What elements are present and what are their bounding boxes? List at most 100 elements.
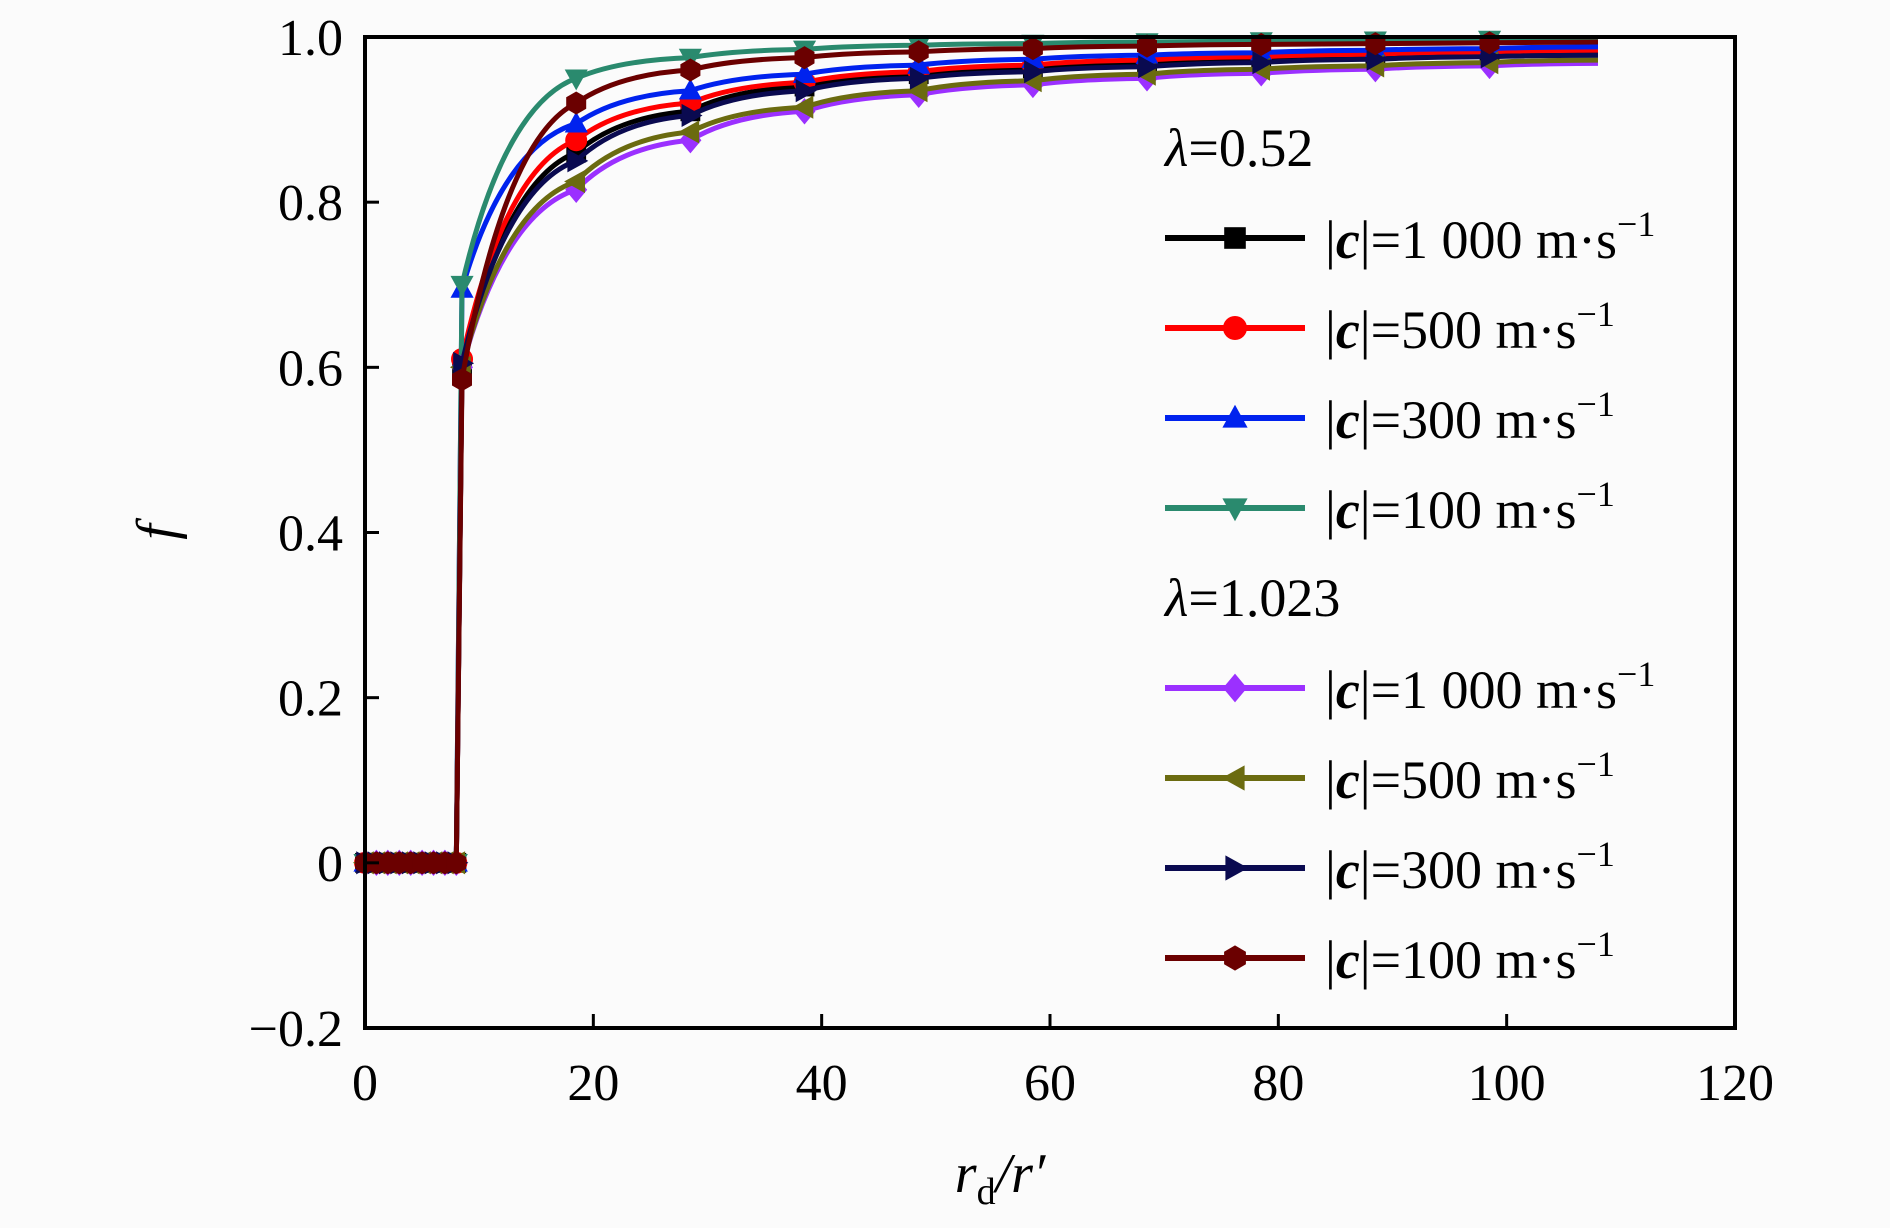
data-point — [909, 66, 931, 90]
y-tick-label: 0.8 — [278, 175, 343, 232]
data-point — [792, 95, 814, 119]
legend-entry: |c|=100 m·s−1 — [1165, 924, 1615, 990]
y-tick-label: 0.4 — [278, 506, 343, 563]
x-tick-label: 120 — [1696, 1055, 1774, 1112]
legend-label: |c|=500 m·s−1 — [1325, 744, 1615, 810]
data-point — [795, 79, 817, 103]
legend-entry: |c|=1 000 m·s−1 — [1165, 654, 1655, 720]
legend-label-symbol: c — [1336, 480, 1360, 540]
legend-label: |c|=300 m·s−1 — [1325, 834, 1615, 900]
legend-label-symbol: c — [1336, 300, 1360, 360]
legend-label-exponent: −1 — [1617, 654, 1655, 694]
series-line — [365, 57, 1599, 866]
legend-label-bar: | — [1325, 390, 1336, 450]
legend-label-symbol: c — [1336, 930, 1360, 990]
legend-label-bar: | — [1325, 480, 1336, 540]
legend-label-value: |=500 m·s — [1360, 300, 1577, 360]
legend-marker — [1222, 498, 1248, 522]
legend-marker — [1224, 945, 1246, 971]
legend-entry: |c|=500 m·s−1 — [1165, 294, 1615, 360]
x-tick-label: 60 — [1024, 1055, 1076, 1112]
legend-label-exponent: −1 — [1577, 744, 1615, 784]
legend-label-symbol: c — [1336, 210, 1360, 270]
y-tick-label: 0.6 — [278, 340, 343, 397]
data-point — [564, 111, 588, 133]
legend-label-value: |=500 m·s — [1360, 750, 1577, 810]
data-point — [906, 79, 928, 103]
x-axis-label-rest: /r′ — [993, 1143, 1046, 1205]
x-tick-label: 100 — [1468, 1055, 1546, 1112]
legend-label-exponent: −1 — [1577, 924, 1615, 964]
legend-label-symbol: c — [1336, 840, 1360, 900]
legend-group-symbol: λ — [1163, 568, 1188, 628]
legend-label: |c|=1 000 m·s−1 — [1325, 654, 1655, 720]
legend-label-bar: | — [1325, 300, 1336, 360]
legend-label-symbol: c — [1336, 750, 1360, 810]
legend-label-value: |=100 m·s — [1360, 480, 1577, 540]
x-tick-label: 80 — [1252, 1055, 1304, 1112]
legend-label-value: |=100 m·s — [1360, 930, 1577, 990]
x-axis-label-main: r — [955, 1143, 977, 1205]
ticks-layer: 0 20 40 60 80 100 120−0.200.20.40.60.81.0 — [249, 10, 1774, 1112]
legend-marker — [1225, 855, 1249, 881]
data-point — [794, 46, 815, 70]
legend-label-bar: | — [1325, 930, 1336, 990]
data-point — [1137, 34, 1157, 58]
legend-label-symbol: c — [1336, 660, 1360, 720]
legend-marker — [1222, 404, 1248, 428]
legend-group-symbol: λ — [1163, 118, 1188, 178]
legend-label-value: |=300 m·s — [1360, 390, 1577, 450]
series-line — [365, 39, 1599, 866]
legend-label-value: |=1 000 m·s — [1360, 660, 1617, 720]
legend-entry: |c|=300 m·s−1 — [1165, 834, 1615, 900]
data-point — [564, 170, 585, 194]
y-axis-label: f — [126, 517, 188, 540]
legend-group-heading: λ=1.023 — [1163, 568, 1340, 628]
legend-marker — [1221, 765, 1245, 791]
data-point — [564, 69, 588, 91]
legend-group-value: =1.023 — [1188, 568, 1340, 628]
legend: λ=0.52|c|=1 000 m·s−1|c|=500 m·s−1|c|=30… — [1163, 118, 1655, 990]
data-point — [793, 62, 817, 83]
data-point — [565, 129, 588, 152]
data-point — [566, 91, 587, 115]
data-point — [1138, 55, 1160, 79]
legend-marker — [1224, 227, 1246, 249]
series-line — [365, 36, 1598, 866]
legend-label-exponent: −1 — [1577, 834, 1615, 874]
legend-label-exponent: −1 — [1577, 294, 1615, 334]
series-4 — [353, 30, 1598, 875]
series-layer — [352, 30, 1599, 876]
data-point — [908, 40, 929, 64]
legend-label-exponent: −1 — [1577, 474, 1615, 514]
series-2 — [354, 40, 1599, 874]
data-point — [680, 58, 701, 82]
legend-label: |c|=100 m·s−1 — [1325, 924, 1615, 990]
data-point — [452, 368, 472, 392]
legend-label-bar: | — [1325, 210, 1336, 270]
data-point — [446, 851, 467, 875]
legend-group-value: =0.52 — [1188, 118, 1313, 178]
legend-entry: |c|=300 m·s−1 — [1165, 384, 1615, 450]
x-tick-label: 0 — [352, 1055, 378, 1112]
y-tick-label: 1.0 — [278, 10, 343, 67]
series-line — [365, 60, 1599, 866]
legend-marker — [1223, 673, 1247, 703]
x-tick-label: 20 — [567, 1055, 619, 1112]
legend-label: |c|=500 m·s−1 — [1325, 294, 1615, 360]
x-axis-label-sub: d — [977, 1171, 996, 1213]
series-line — [365, 52, 1599, 866]
legend-entry: |c|=100 m·s−1 — [1165, 474, 1615, 540]
legend-label-symbol: c — [1336, 390, 1360, 450]
series-8 — [355, 31, 1599, 875]
legend-label-bar: | — [1325, 750, 1336, 810]
y-tick-label: −0.2 — [249, 1001, 343, 1058]
data-point — [681, 103, 703, 127]
legend-marker — [1223, 316, 1247, 340]
y-tick-label: 0.2 — [278, 671, 343, 728]
legend-label: |c|=100 m·s−1 — [1325, 474, 1615, 540]
legend-label-value: |=1 000 m·s — [1360, 210, 1617, 270]
legend-label-exponent: −1 — [1577, 384, 1615, 424]
